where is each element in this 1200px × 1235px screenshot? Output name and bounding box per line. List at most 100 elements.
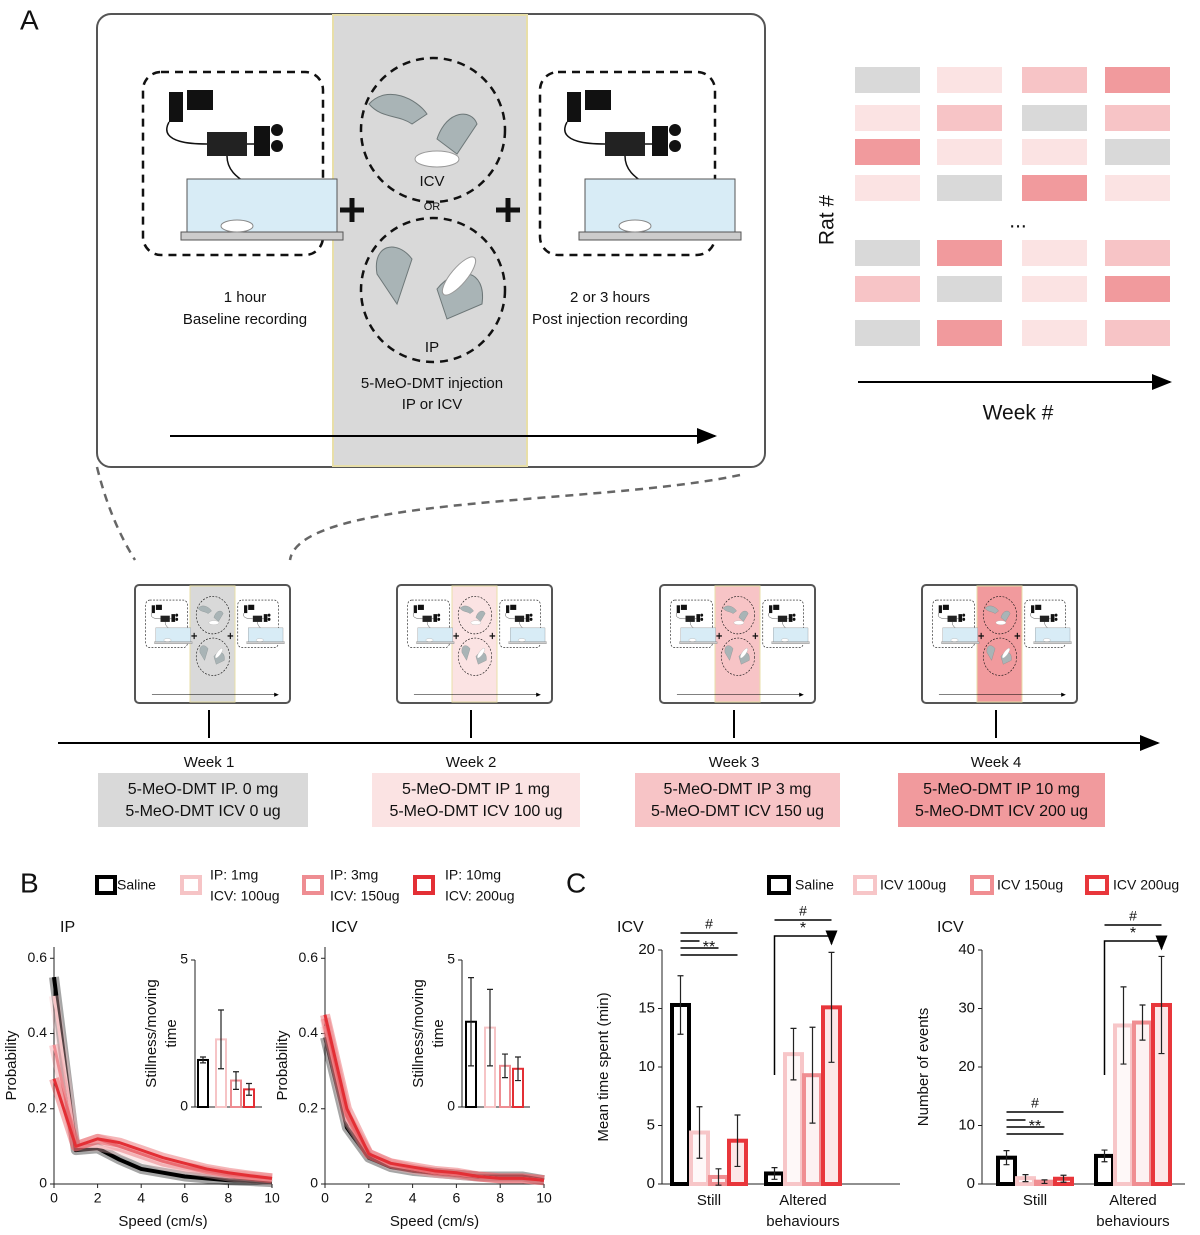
y-tick-label: 0.4: [28, 1024, 48, 1040]
route-text: OR: [424, 201, 441, 213]
legend-text: ICV: 100ug: [210, 888, 280, 904]
legend-text: ICV: 200ug: [445, 888, 515, 904]
error-bar: [1101, 1149, 1108, 1163]
dose-text: 5-MeO-DMT ICV 150 ug: [651, 803, 824, 820]
panel-label: B: [20, 867, 39, 898]
legend-swatch: [180, 875, 202, 895]
error-bar: [218, 1009, 224, 1070]
ellipsis: ...: [1009, 210, 1027, 233]
dose-text: 5-MeO-DMT ICV 0 ug: [125, 803, 280, 820]
y-axis-label: Stillness/moving: [143, 979, 160, 1087]
error-bar: [734, 1114, 741, 1168]
error-bar: [1041, 1179, 1048, 1185]
x-tick-label: 2: [365, 1190, 373, 1206]
x-tick-label: 0: [50, 1190, 58, 1206]
legend-text: IP: 3mg: [330, 867, 378, 883]
y-tick-label: 0.2: [299, 1099, 319, 1115]
y-tick-label: 0: [39, 1175, 47, 1191]
dose-text: 5-MeO-DMT ICV 100 ug: [389, 803, 562, 820]
error-bar: [715, 1168, 722, 1186]
error-bar: [1003, 1150, 1010, 1166]
sig-mark: **: [703, 939, 715, 956]
line: [52, 995, 273, 1182]
y-axis-label: Number of events: [915, 1008, 932, 1126]
legend-swatch: [1085, 875, 1109, 895]
heatmap-cell: [1105, 139, 1170, 165]
x-tick-label: 6: [181, 1190, 189, 1206]
sig-bracket: [773, 930, 838, 1075]
y-tick-label: 5: [647, 1116, 655, 1133]
error-bar: [828, 951, 835, 1063]
y-axis-label: Probability: [274, 1030, 291, 1101]
line: [52, 1078, 273, 1180]
dose-text: 5-MeO-DMT IP 3 mg: [664, 781, 812, 798]
legend-text: ICV 200ug: [1113, 877, 1179, 893]
sig-mark: **: [1029, 1118, 1041, 1135]
chart-title: ICV: [331, 919, 358, 936]
heatmap-cell: [1105, 240, 1170, 266]
heatmap-cell: [1105, 320, 1170, 346]
week-label: Week 4: [971, 754, 1022, 771]
bar: [197, 1058, 209, 1108]
heatmap-cell: [937, 320, 1002, 346]
thumb-band: [189, 585, 236, 703]
error-bar: [1139, 1004, 1146, 1041]
category-label-box: Altered behaviours: [1096, 1192, 1169, 1230]
sig-bracket: [1103, 935, 1168, 1075]
x-tick-label: 8: [225, 1190, 233, 1206]
heatmap-cell: [1022, 67, 1087, 93]
heatmap-cell: [1105, 175, 1170, 201]
band: [320, 1036, 545, 1186]
injection-band: [332, 14, 528, 467]
x-tick-label: 10: [536, 1190, 552, 1206]
heatmap-cell: [937, 240, 1002, 266]
y-axis-label: Probability: [3, 1030, 20, 1101]
x-tick-label: 0: [321, 1190, 329, 1206]
legend-swatch: [95, 875, 117, 895]
panel-a: A 1 hour Baseline recording ICV OR IP 5-…: [20, 4, 1172, 561]
y-tick-label: 0: [180, 1098, 188, 1114]
thumb-band: [451, 585, 498, 703]
y-tick-label: 5: [447, 951, 455, 967]
legend-text: ICV: 150ug: [330, 888, 400, 904]
y-tick-label: 0: [647, 1175, 655, 1192]
panel-label: C: [566, 867, 586, 898]
legend-text: ICV 100ug: [880, 877, 946, 893]
heatmap-cell: [855, 139, 920, 165]
dose-box: [898, 773, 1105, 827]
step-text: 2 or 3 hours: [570, 289, 650, 306]
y-axis-label: time: [430, 1019, 447, 1047]
week-label: Week 3: [709, 754, 760, 771]
y-axis-label: time: [163, 1019, 180, 1047]
sig-mark: *: [800, 920, 806, 937]
line: [323, 1036, 545, 1183]
y-tick-label: 5: [180, 951, 188, 967]
route-text: ICV: [419, 173, 444, 190]
dose-box: [372, 773, 580, 827]
bar: [1132, 1020, 1153, 1186]
y-tick-label: 0: [447, 1098, 455, 1114]
x-tick-label: Still: [1022, 1192, 1048, 1209]
heatmap-cell: [855, 240, 920, 266]
y-tick-label: 0.4: [299, 1024, 319, 1040]
step-text: 1 hour: [224, 289, 267, 306]
step-text: Baseline recording: [183, 311, 307, 328]
heatmap-cell: [855, 175, 920, 201]
y-tick-label: 0.6: [299, 949, 319, 965]
legend-text: ICV 150ug: [997, 877, 1063, 893]
y-tick-label: 0.2: [28, 1099, 48, 1115]
legend-swatch: [413, 875, 435, 895]
heatmap-cell: [1022, 105, 1087, 131]
heatmap-cell: [1105, 105, 1170, 131]
dose-text: 5-MeO-DMT IP 10 mg: [923, 781, 1080, 798]
chart-title: IP: [60, 919, 75, 936]
y-tick-label: 0: [967, 1175, 975, 1192]
step-text: IP or ICV: [402, 396, 463, 413]
heatmap-cell: [937, 139, 1002, 165]
heatmap-cell: [1022, 139, 1087, 165]
y-tick-label: 0.6: [28, 949, 48, 965]
heatmap-cell: [937, 67, 1002, 93]
x-axis-label: Speed (cm/s): [118, 1213, 207, 1230]
